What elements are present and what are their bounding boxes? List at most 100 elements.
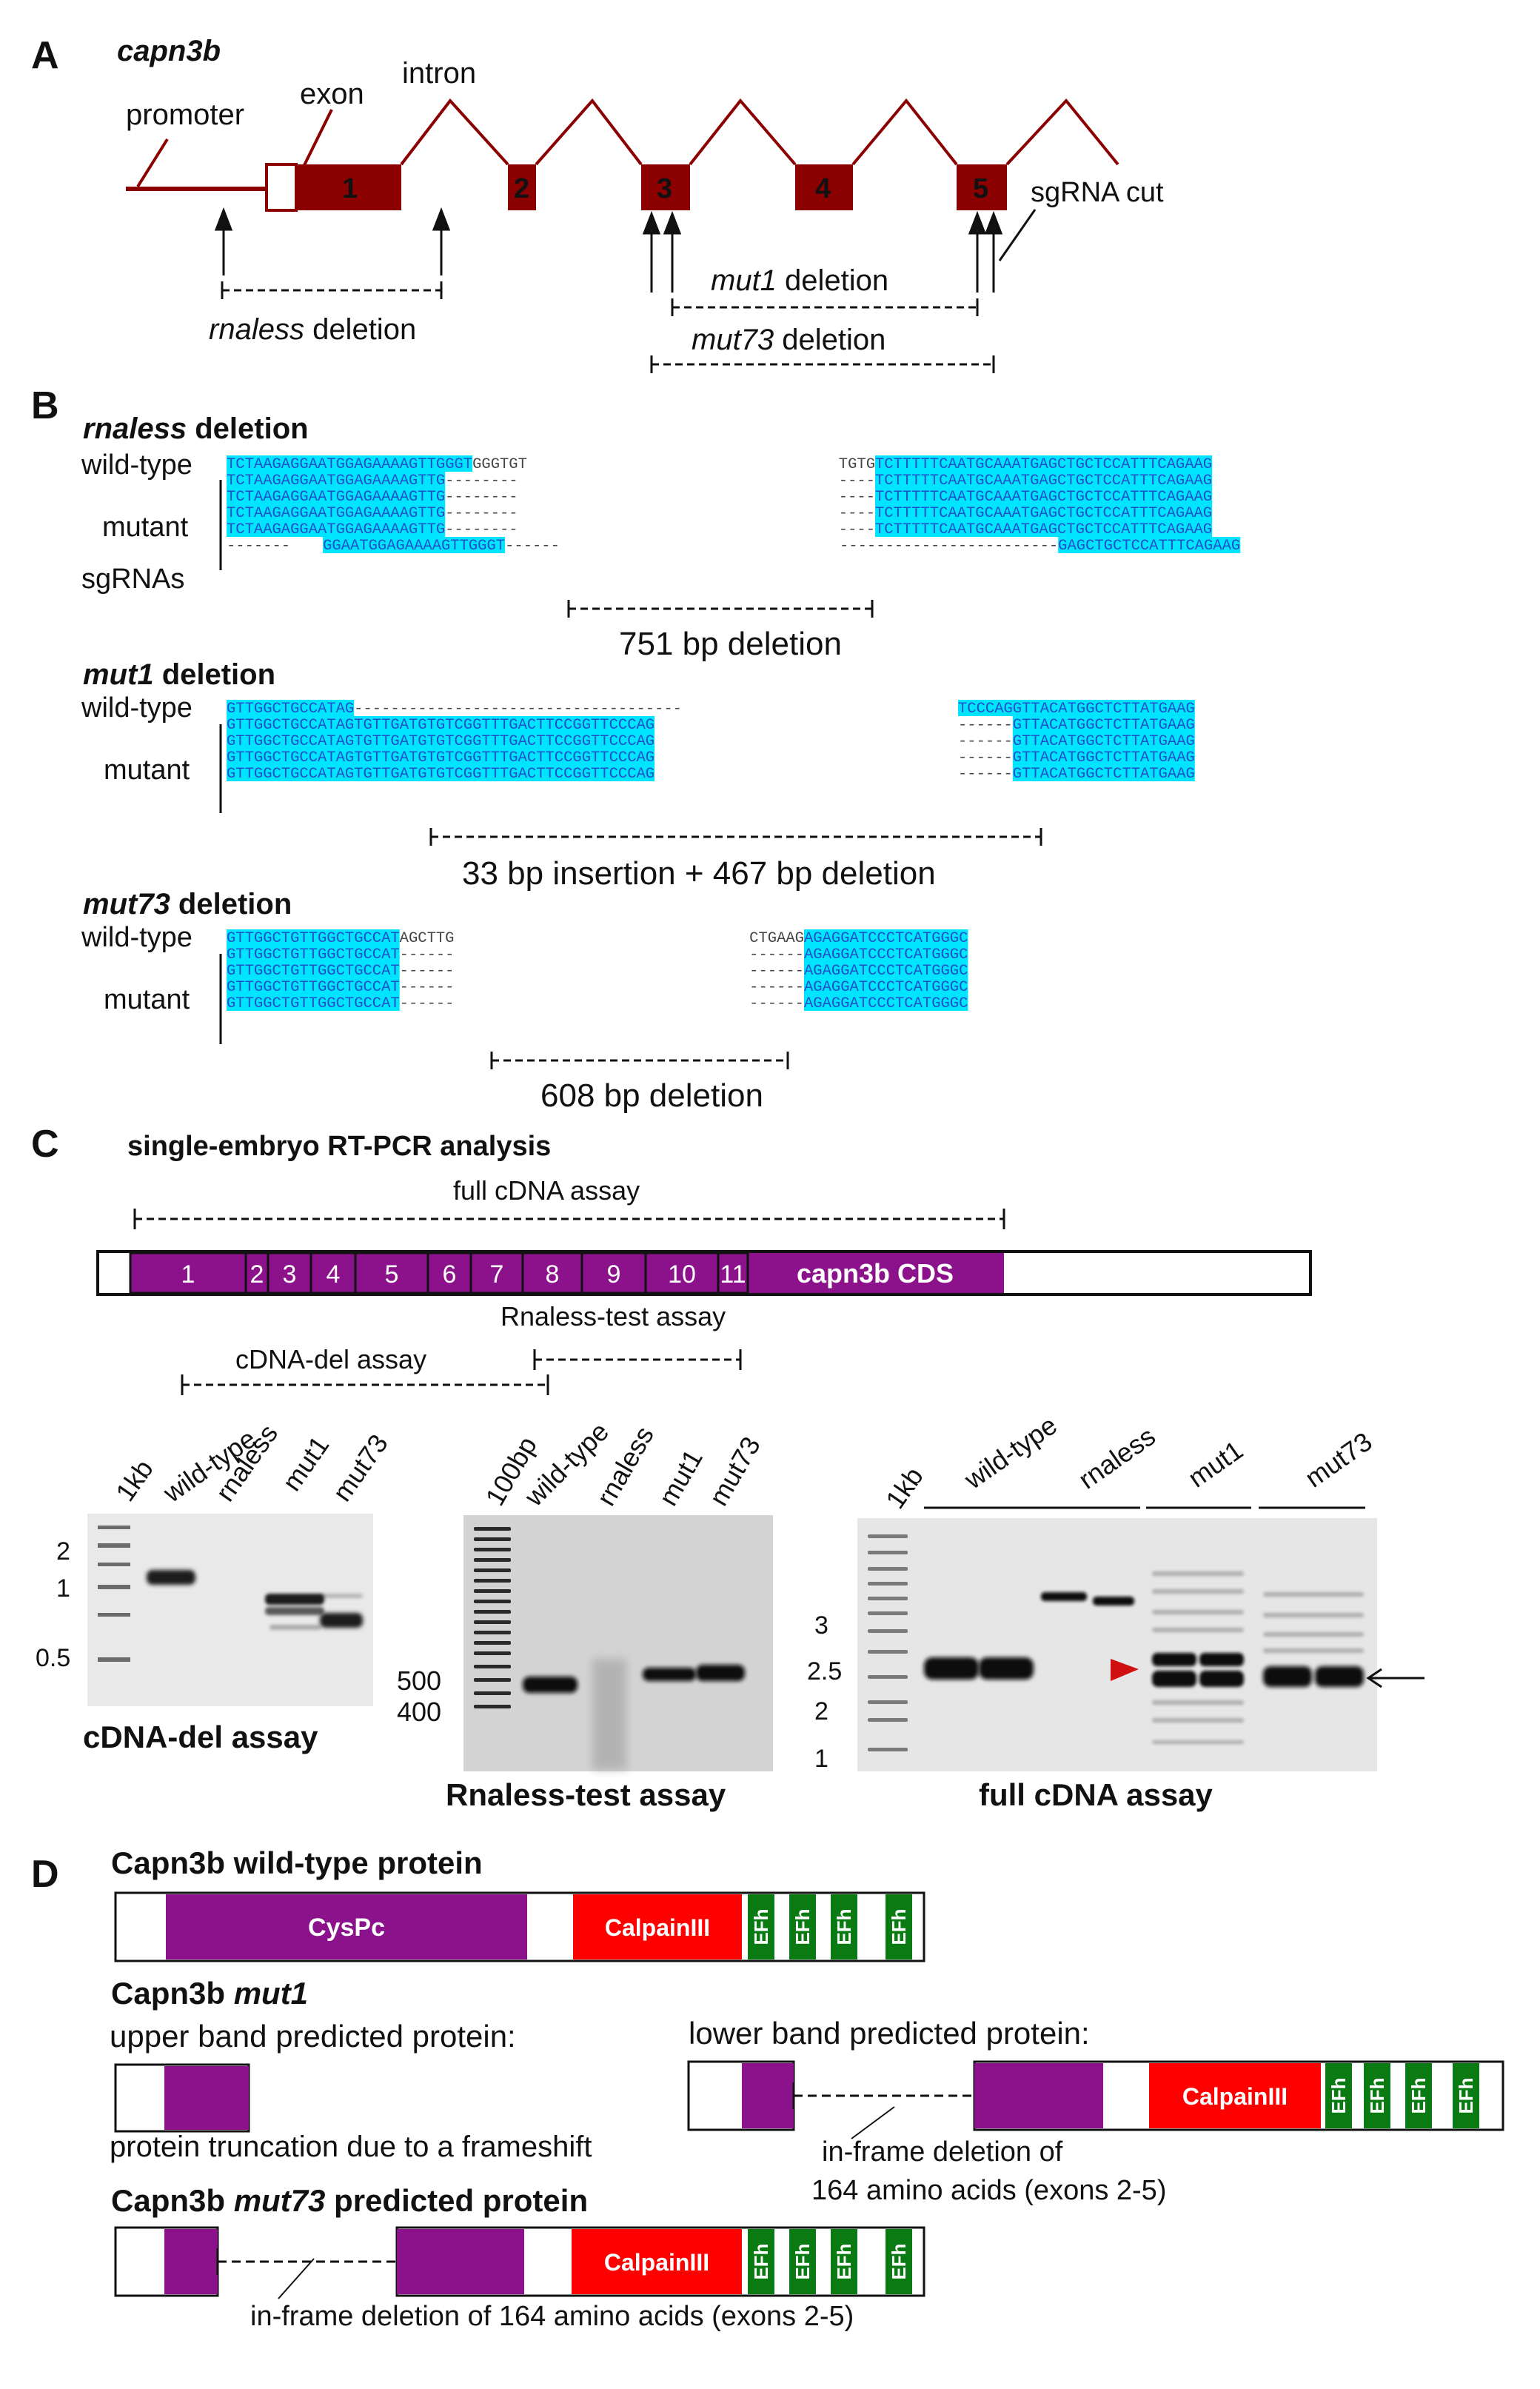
seq-right-highlight [875,488,1213,504]
mut-right-highlight [804,946,968,962]
gel2-rnaless-smear [592,1659,626,1770]
sgrna-cut-label: sgRNA cut [1031,177,1164,208]
promoter-pointer [136,138,169,188]
efh-label: EFh [888,2243,910,2279]
mut-left: GTTGGCTGTTGGCTGCCAT [227,946,400,963]
gel1-mut1-faint-band [270,1625,321,1630]
seq-left: TCTAAGAGGAATGGAGAAAAGTTG [227,489,445,506]
gel3-lane-mut73: mut73 [1299,1426,1377,1494]
ladder-band [474,1678,511,1682]
seq-right-highlight [875,455,1213,472]
gel-rnaless-test: 100bp wild-type rnaless mut1 mut73 500 4… [397,1416,773,1812]
mut-right: AGAGGATCCCTCATGGGC [804,979,968,996]
efh-label: EFh [750,2243,772,2279]
mut-left: GTTGGCTGCCATAGTGTTGATGTGTCGGTTTGACTTCCGG… [227,733,654,750]
efh-label: EFh [791,2243,814,2279]
seq-right: TCTTTTTCAATGCAAATGAGCTGCTCCATTTCAGAAG [875,505,1212,522]
efh-domain [886,2229,912,2294]
efh-domain [1405,2063,1432,2128]
ladder-band [868,1675,908,1679]
cds-exon-number: 8 [546,1260,560,1289]
cds-label: capn3b CDS [797,1258,954,1289]
exon-1 [296,164,401,210]
exon-1-utr [265,163,298,212]
mut-right: GTTACATGGCTCTTATGAAG [1013,749,1195,766]
mut1-wt-label: wild-type [81,692,192,724]
seq-left-tail: -------- [445,505,518,522]
gel3-mut1-upper-band-2 [1199,1653,1244,1666]
gel1-caption: cDNA-del assay [83,1720,318,1754]
sgrna-arrows [214,207,1003,293]
efh-label: EFh [1328,2077,1350,2114]
mut-dash: ------ [958,717,1013,734]
exon-label: exon [300,78,364,110]
gel1-lane-1kb: 1kb [110,1454,159,1507]
mut-left-highlight [227,765,655,781]
cds-exon-number: 7 [490,1260,504,1289]
efh-domain [831,1894,857,1959]
ladder-band [868,1582,908,1586]
wt-right: TCCCAGGTTACATGGCTCTTATGAAG [958,701,1195,718]
mut-dash-right: ------ [749,979,804,996]
seq-left-tail: -------- [445,489,518,506]
seq-right-head: ---- [839,521,875,538]
cds-exon-number: 1 [181,1260,195,1289]
mut73-alignment-title: mut73 deletion [83,888,292,920]
ladder-band [868,1650,908,1654]
panel-d: D Capn3b wild-type protein CysPc CalpainI… [31,1845,1504,2332]
cds-exon-box [717,1252,749,1294]
mut73-deletion-span [490,1052,789,1069]
panel-c: C single-embryo RT-PCR analysis full cDN… [31,1123,1424,1812]
ladder-band [474,1631,511,1634]
efh-domain [886,1894,912,1959]
gel1-lane-mut73: mut73 [327,1429,394,1506]
rnaless-mutant-label: mutant [102,512,189,543]
gel1-mut73-band [320,1613,363,1628]
gel1-background [87,1514,373,1706]
mut-dash: ------ [400,979,455,996]
mut-right-highlight [804,962,968,978]
gel1-wt-band [147,1570,195,1585]
gel1-bands [147,1570,363,1630]
gel-cdna-del: 1kb wild-type rnaless mut1 mut73 2 1 0.5… [36,1419,394,1754]
efh-label: EFh [1455,2077,1477,2114]
gel2-caption: Rnaless-test assay [446,1777,726,1812]
seq-right: TCTTTTTCAATGCAAATGAGCTGCTCCATTTCAGAAG [875,456,1212,473]
mut73-inframe-caption: in-frame deletion of 164 amino acids (ex… [250,2301,854,2332]
wt-right-highlight [804,929,968,946]
exon-pointer [302,109,333,167]
gel3-marker-2.5: 2.5 [807,1657,842,1685]
sgrna-seq-1-highlight [323,537,506,553]
cds-exon-number: 11 [720,1260,746,1289]
cdna-del-span [181,1374,549,1395]
gel3-rnaless-band-2 [1093,1597,1134,1606]
gel2-marker-500: 500 [397,1665,441,1696]
cds-exon-number: 9 [607,1260,621,1289]
mut-right: GTTACATGGCTCTTATGAAG [1013,766,1195,783]
upper-band-label: upper band predicted protein: [110,2019,516,2054]
mut-left: GTTGGCTGCCATAGTGTTGATGTGTCGGTTTGACTTCCGG… [227,766,654,783]
gel3-marker-2: 2 [814,1697,828,1725]
exon-5 [957,164,1007,210]
mut-left: GTTGGCTGCCATAGTGTTGATGTGTCGGTTTGACTTCCGG… [227,749,654,766]
sgrna-pointer [998,209,1037,261]
seq-left: TCTAAGAGGAATGGAGAAAAGTTG [227,521,445,538]
mut-right: AGAGGATCCCTCATGGGC [804,995,968,1012]
gel1-lane-mut1: mut1 [276,1431,335,1497]
exon-4-number: 4 [815,173,831,204]
mut-dash: ------ [958,766,1013,783]
ladder-band [868,1597,908,1600]
intron-label: intron [402,57,476,90]
gel3-background [857,1518,1377,1771]
wt-left: GTTGGCTGTTGGCTGCCAT [227,930,400,947]
full-assay-label: full cDNA assay [453,1175,640,1206]
mut-right: GTTACATGGCTCTTATGAAG [1013,717,1195,734]
gel3-wt-band-2 [979,1657,1034,1680]
seq-left-tail: -------- [445,521,518,538]
seq-right-highlight [875,504,1213,521]
cyspc-domain [742,2063,794,2128]
ladder-band [474,1641,511,1645]
cds-exon-number: 5 [385,1260,399,1289]
gel2-wt-band [523,1677,578,1693]
efh-domain [789,1894,816,1959]
